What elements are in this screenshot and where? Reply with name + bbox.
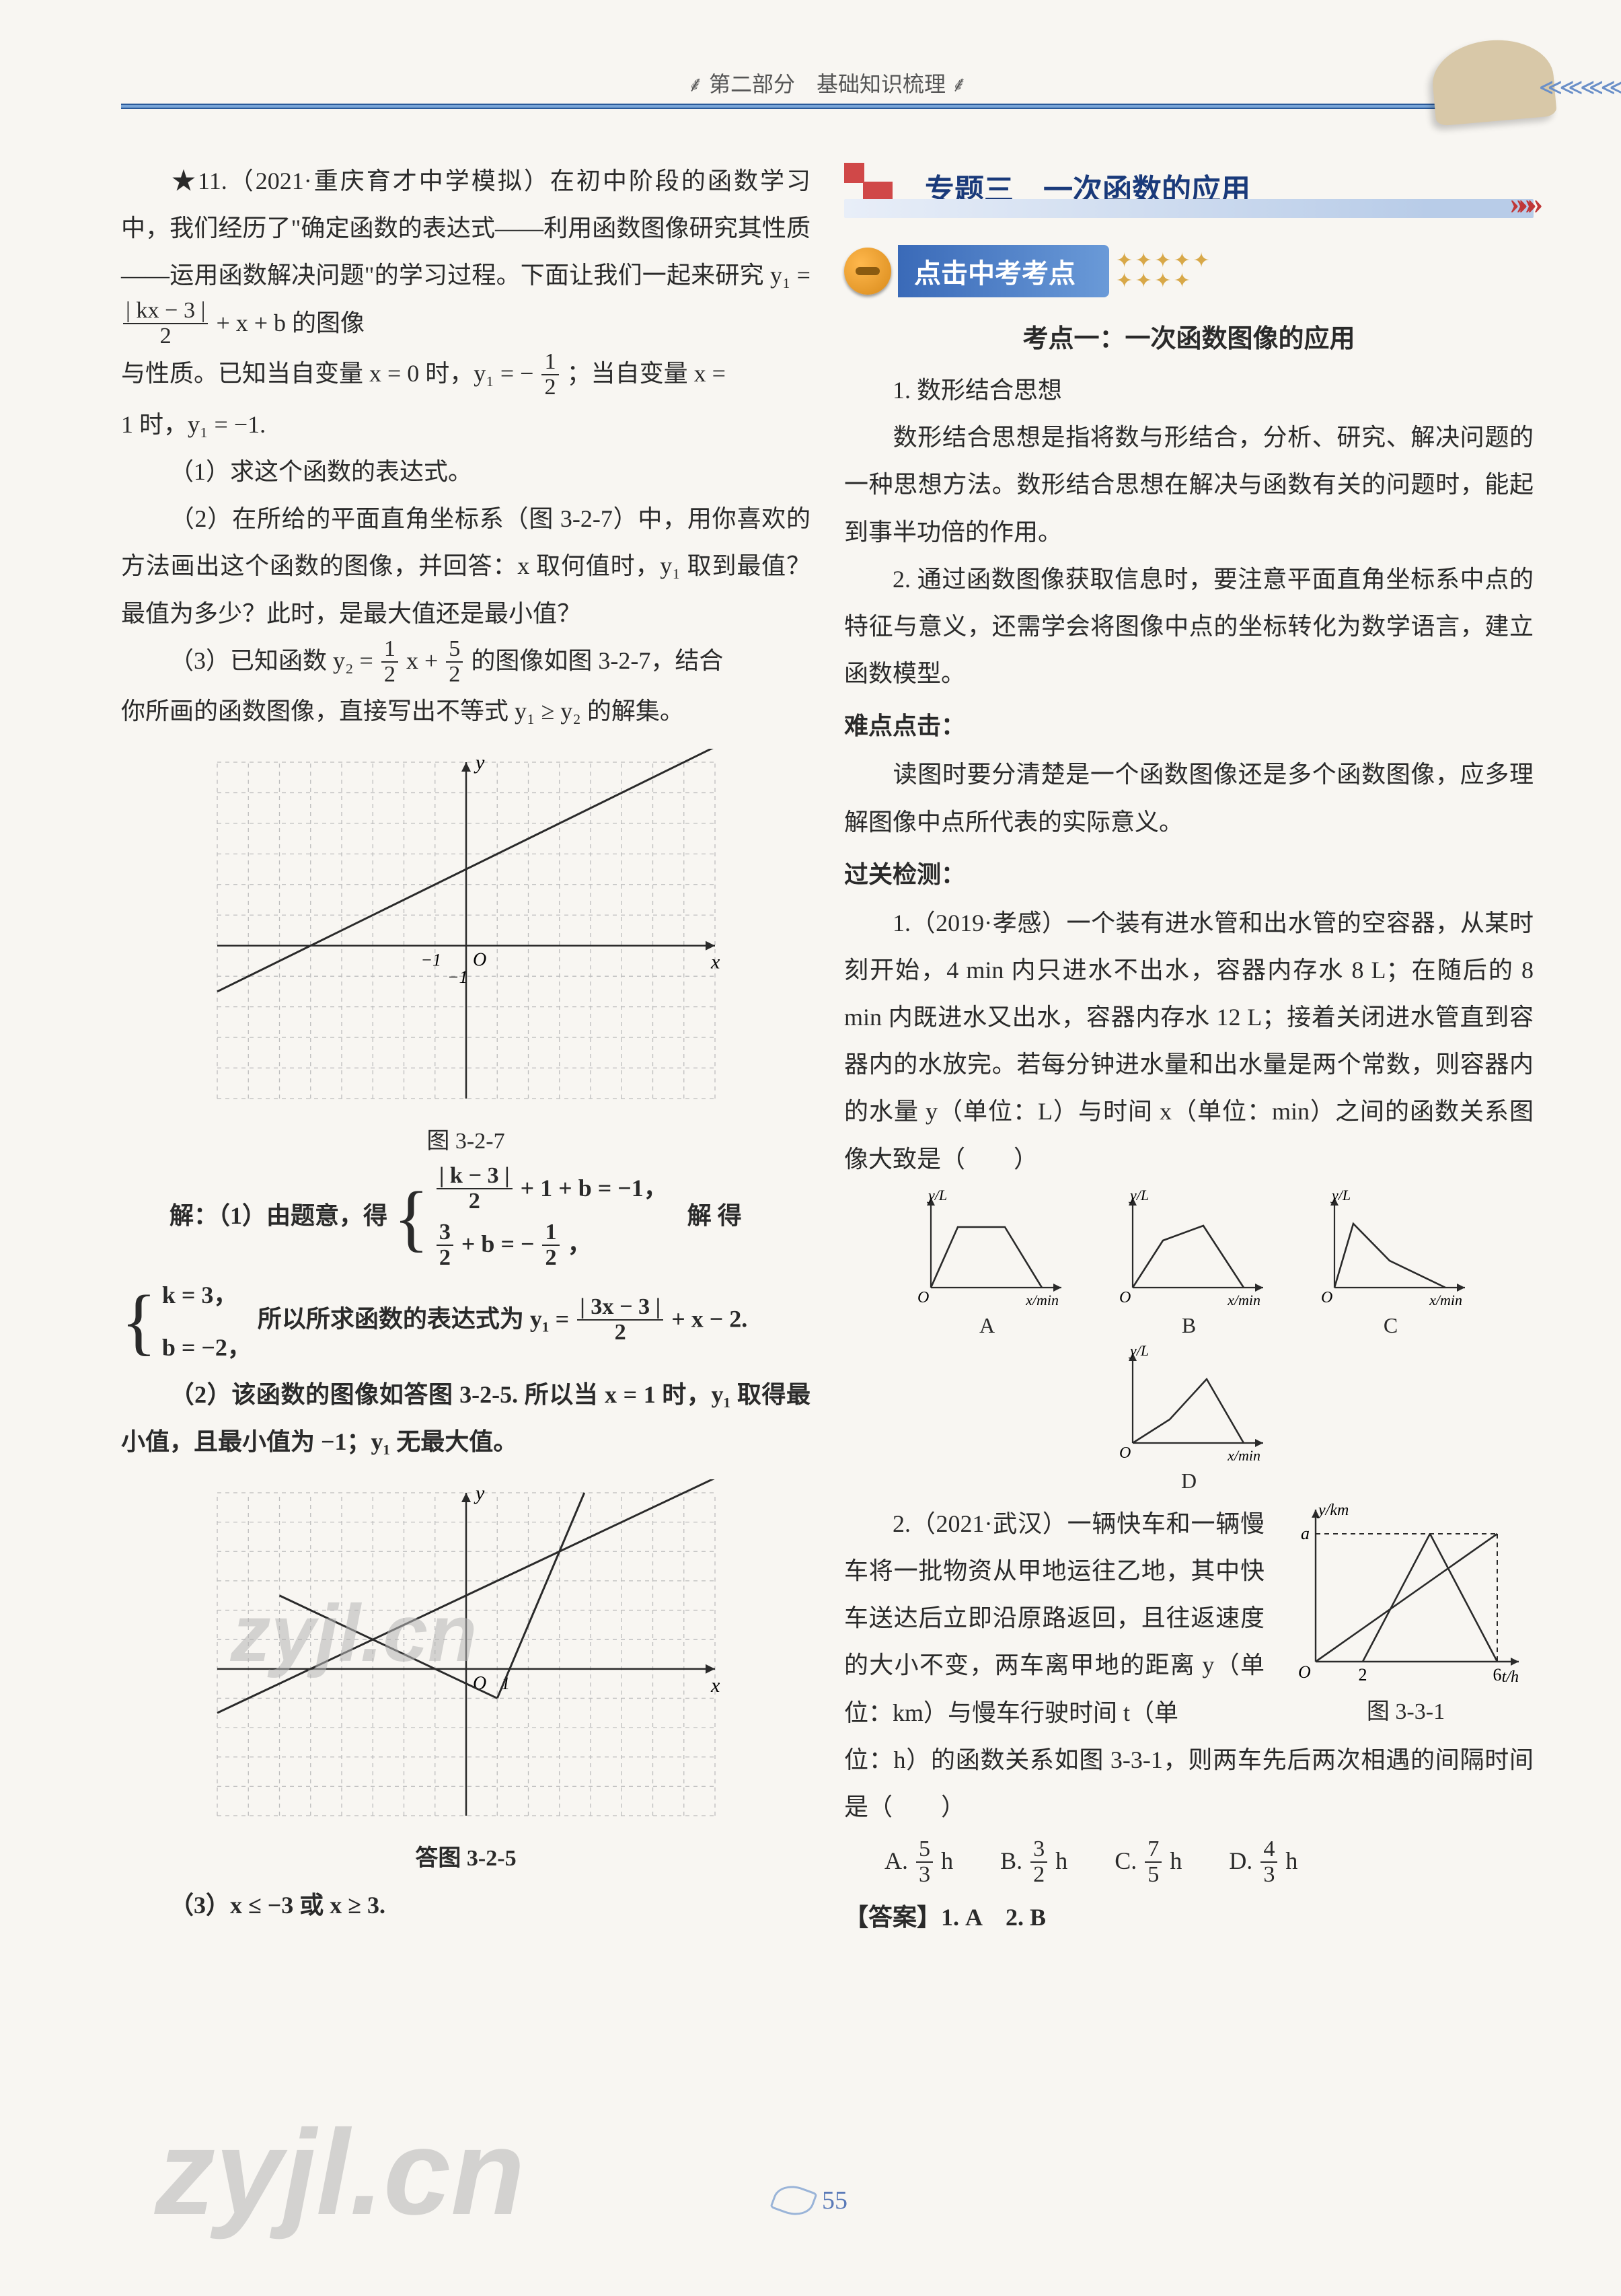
point-1-body: 数形结合思想是指将数与形结合，分析、研究、解决问题的一种思想方法。数形结合思想在…: [844, 414, 1534, 556]
footer-watermark: zyjl.cn: [155, 2103, 525, 2242]
answer-figure-caption: 答图 3-2-5: [121, 1839, 811, 1872]
svg-text:x: x: [710, 1674, 720, 1696]
svg-text:O: O: [1119, 1444, 1131, 1462]
svg-text:O: O: [1321, 1289, 1332, 1306]
answer-figure-3-2-5: Oxy1 zyjl.cn: [204, 1479, 728, 1832]
page-header: ⸙ 第二部分 基础知识梳理 ⸙: [121, 67, 1534, 117]
svg-text:y/L: y/L: [1129, 1345, 1149, 1359]
question-2-options: A. 53 h B. 32 h C. 75 h D. 43 h: [884, 1839, 1534, 1888]
option-D: D. 43 h: [1229, 1839, 1297, 1888]
solution-2: （2）该函数的图像如答图 3-2-5. 所以当 x = 1 时，y₁ 取得最小值…: [121, 1371, 811, 1465]
chart-D: Oy/Lx/minD: [1108, 1345, 1270, 1493]
option-B: B. 32 h: [1000, 1839, 1067, 1888]
svg-text:x/min: x/min: [1025, 1292, 1059, 1308]
svg-text:y/L: y/L: [927, 1189, 947, 1203]
question-1: 1.（2019·孝感）一个装有进水管和出水管的空容器，从某时刻开始，4 min …: [844, 899, 1534, 1183]
svg-text:a: a: [1301, 1524, 1310, 1543]
svg-text:y/L: y/L: [1330, 1189, 1351, 1203]
svg-text:x/min: x/min: [1227, 1447, 1260, 1464]
svg-text:y: y: [474, 1482, 485, 1504]
svg-text:−1: −1: [420, 950, 441, 969]
figure-3-2-7-caption: 图 3-2-7: [121, 1122, 811, 1155]
header-text: 第二部分 基础知识梳理: [709, 72, 946, 96]
sub-banner-text: 点击中考考点: [898, 245, 1109, 297]
svg-text:O: O: [1119, 1289, 1131, 1306]
problem-11-q3b: 你所画的函数图像，直接写出不等式 y₁ ≥ y₂ 的解集。: [121, 688, 811, 735]
problem-11-q1: （1）求这个函数的表达式。: [121, 448, 811, 495]
solution-1-lead: 解：（1）由题意，得 { | k − 3 |2 + 1 + b = −1， 32…: [121, 1164, 811, 1271]
kaodian-1-title: 考点一：一次函数图像的应用: [844, 318, 1534, 355]
svg-text:O: O: [1298, 1662, 1311, 1682]
chart-C: Oy/Lx/minC: [1310, 1189, 1472, 1338]
chevron-icon: »»»: [1510, 185, 1536, 221]
topic-banner: 专题三 一次函数的应用 »»»: [844, 157, 1534, 218]
stars-icon: ✦ ✦ ✦ ✦ ✦ ✦ ✦ ✦ ✦: [1116, 251, 1209, 291]
problem-11-line2: 与性质。已知当自变量 x = 0 时，y₁ = − 12 ；当自变量 x =: [121, 350, 811, 401]
question-2b: 位：h）的函数关系如图 3-3-1，则两车先后两次相遇的间隔时间是（ ）: [844, 1736, 1534, 1830]
header-deco-right: ⸙: [951, 72, 967, 96]
solution-3: （3）x ≤ −3 或 x ≥ 3.: [121, 1882, 811, 1929]
header-arrows: ≪≪≪≪: [1539, 74, 1621, 101]
option-charts: Oy/Lx/minA Oy/Lx/minB Oy/Lx/minC Oy/Lx/m…: [844, 1189, 1534, 1493]
header-deco-left: ⸙: [687, 72, 704, 96]
solution-1-result: { k = 3， b = −2， 所以所求函数的表达式为 y₁ = | 3x −…: [121, 1271, 811, 1371]
sub-banner: 点击中考考点 ✦ ✦ ✦ ✦ ✦ ✦ ✦ ✦ ✦: [844, 245, 1534, 297]
svg-text:x: x: [710, 951, 720, 973]
hard-body: 读图时要分清楚是一个函数图像还是多个函数图像，应多理解图像中点所代表的实际意义。: [844, 751, 1534, 845]
svg-text:x/min: x/min: [1227, 1292, 1260, 1308]
svg-text:x/min: x/min: [1429, 1292, 1462, 1308]
page-number: 55: [774, 2186, 847, 2215]
figure-3-3-1: Oy/kmt/ha26 图 3-3-1: [1278, 1500, 1534, 1726]
svg-text:O: O: [917, 1289, 929, 1306]
question-2a: 2.（2021·武汉）一辆快车和一辆慢车将一批物资从甲地运往乙地，其中快车送达后…: [844, 1500, 1265, 1736]
leaf-icon: [769, 2180, 817, 2221]
book-icon: [1429, 35, 1557, 126]
svg-text:t/h: t/h: [1502, 1668, 1519, 1686]
figure-3-2-7: Ox y −1 −1: [204, 749, 728, 1115]
svg-text:−1: −1: [447, 967, 468, 987]
chart-A: Oy/Lx/minA: [907, 1189, 1068, 1338]
option-C: C. 75 h: [1115, 1839, 1182, 1888]
svg-text:y/km: y/km: [1317, 1502, 1349, 1519]
chart-B: Oy/Lx/minB: [1108, 1189, 1270, 1338]
svg-text:y/L: y/L: [1129, 1189, 1149, 1203]
option-A: A. 53 h: [884, 1839, 953, 1888]
left-column: ★11.（2021·重庆育才中学模拟）在初中阶段的函数学习中，我们经历了"确定函…: [121, 157, 811, 1933]
svg-text:y: y: [474, 751, 485, 774]
svg-text:O: O: [473, 949, 486, 970]
problem-11-stem: ★11.（2021·重庆育才中学模拟）在初中阶段的函数学习中，我们经历了"确定函…: [121, 157, 811, 350]
watermark-icon: zyjl.cn: [231, 1587, 478, 1680]
problem-11-q3a: （3）已知函数 y₂ = 12 x + 52 的图像如图 3-2-7，结合: [121, 637, 811, 688]
svg-text:6: 6: [1493, 1665, 1502, 1684]
solution-block: 解：（1）由题意，得 { | k − 3 |2 + 1 + b = −1， 32…: [121, 1164, 811, 1466]
hard-head: 难点点击：: [844, 706, 1534, 741]
point-1-head: 1. 数形结合思想: [844, 367, 1534, 414]
svg-text:2: 2: [1359, 1665, 1367, 1684]
answers: 【答案】1. A 2. B: [844, 1898, 1534, 1933]
problem-11-line3: 1 时，y₁ = −1.: [121, 401, 811, 448]
point-2: 2. 通过函数图像获取信息时，要注意平面直角坐标系中点的特征与意义，还需学会将图…: [844, 556, 1534, 698]
exam-head: 过关检测：: [844, 855, 1534, 890]
right-column: 专题三 一次函数的应用 »»» 点击中考考点 ✦ ✦ ✦ ✦ ✦ ✦ ✦ ✦ ✦…: [844, 157, 1534, 1933]
coin-icon: [844, 248, 891, 295]
problem-11-q2: （2）在所给的平面直角坐标系（图 3-2-7）中，用你喜欢的方法画出这个函数的图…: [121, 495, 811, 637]
